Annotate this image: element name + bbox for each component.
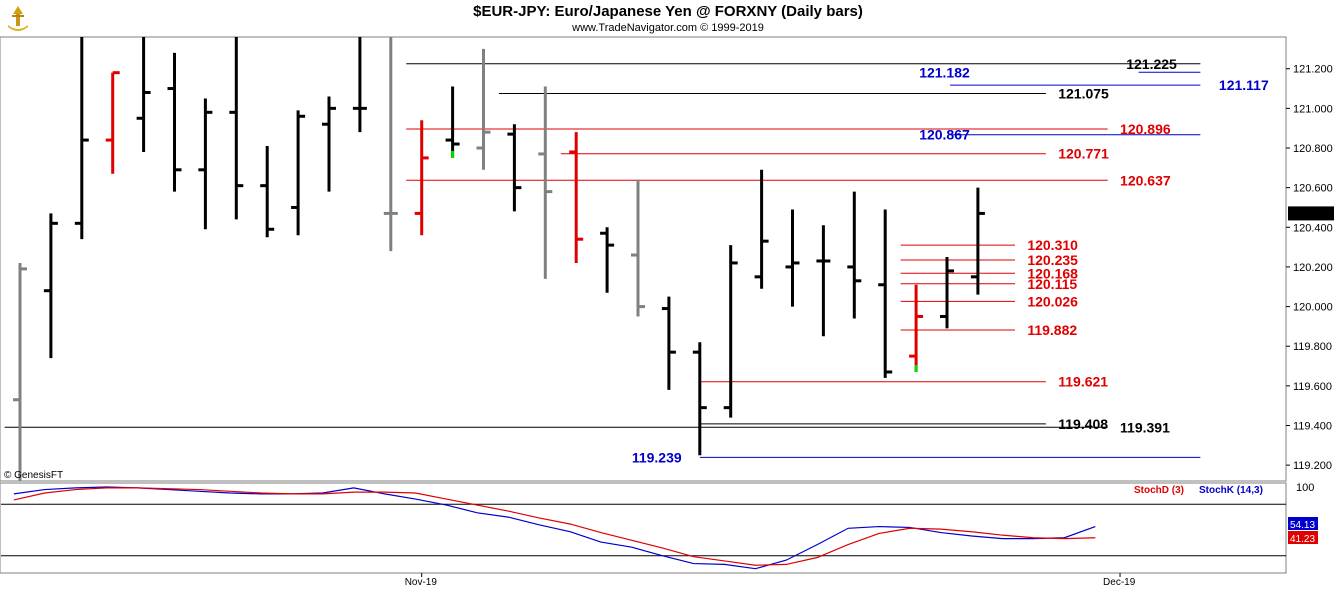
stochastic-axis: 100 54.13 41.23	[1288, 482, 1318, 545]
genesis-copyright: © GenesisFT	[4, 470, 63, 481]
price-tick-label: 120.800	[1293, 143, 1333, 155]
ohlc-bar	[198, 98, 213, 230]
ohlc-bar	[909, 284, 924, 372]
ohlc-bar	[43, 213, 58, 359]
stochastic-last-tag	[1288, 531, 1318, 544]
ohlc-bar	[476, 48, 491, 170]
price-axis: 121.200 121.000 120.800 120.600 120.400 120.2…	[1285, 37, 1334, 481]
chart-subtitle: www.TradeNavigator.com © 1999-2019	[572, 22, 764, 34]
ohlc-bar	[631, 179, 645, 317]
ohlc-bar	[74, 37, 89, 240]
stochastic-lines	[13, 486, 1096, 570]
ohlc-bar	[322, 96, 336, 192]
level-label: 119.239	[632, 449, 682, 465]
ohlc-bar	[940, 257, 954, 329]
level-label: 120.115	[1027, 276, 1077, 292]
ohlc-bar	[878, 209, 893, 378]
stochastic-last-label: 41.23	[1290, 534, 1315, 545]
price-tick-label: 120.200	[1293, 262, 1333, 274]
time-axis: Nov-19 Dec-19	[405, 573, 1136, 588]
stochastic-last-tag	[1288, 517, 1318, 530]
ohlc-bar	[105, 71, 120, 174]
level-label: 120.896	[1120, 121, 1171, 137]
last-price-tag	[1288, 206, 1334, 221]
ohlc-bar	[136, 37, 151, 152]
ohlc-bar	[785, 209, 800, 307]
ohlc-bar	[383, 37, 398, 252]
level-label: 121.075	[1058, 85, 1109, 101]
ohlc-bar	[291, 110, 306, 236]
ohlc-bar	[847, 191, 862, 319]
level-label: 120.637	[1120, 172, 1171, 188]
price-panel	[0, 36, 1287, 482]
price-bars	[13, 37, 985, 481]
level-label: 121.225	[1126, 56, 1177, 72]
ohlc-bar	[13, 262, 27, 481]
ohlc-bar	[816, 225, 831, 337]
level-label: 119.882	[1027, 322, 1077, 338]
stochastic-panel	[0, 482, 1287, 574]
stochastic-tick-label: 100	[1296, 482, 1314, 494]
ohlc-bar	[600, 227, 615, 293]
key-levels: 121.225 121.182 121.117 121.075 120.896 120.8…	[4, 56, 1269, 465]
level-label: 120.235	[1027, 252, 1078, 268]
time-tick-label: Dec-19	[1103, 577, 1136, 588]
price-tick-label: 121.200	[1293, 64, 1333, 76]
level-label: 120.168	[1027, 265, 1078, 281]
chart-title: $EUR-JPY: Euro/Japanese Yen @ FORXNY (Da…	[473, 3, 863, 20]
ohlc-bar	[538, 86, 553, 279]
price-tick-label: 120.400	[1293, 222, 1333, 234]
ohlc-bar	[352, 37, 367, 133]
stochastic-legend: StochD (3) StochK (14,3)	[1134, 485, 1263, 496]
price-tick-label: 119.400	[1293, 421, 1332, 433]
ohlc-bar	[569, 132, 584, 263]
last-price-label: 120.467	[1290, 208, 1330, 220]
stochastic-legend-item: StochD (3)	[1134, 485, 1184, 496]
time-tick-label: Nov-19	[405, 577, 438, 588]
stochastic-bands	[1, 503, 1286, 557]
price-tick-label: 119.600	[1293, 381, 1332, 393]
ohlc-bar	[970, 187, 985, 295]
level-label: 120.026	[1027, 293, 1078, 309]
level-label: 121.117	[1219, 77, 1269, 93]
level-label: 119.621	[1058, 374, 1108, 390]
price-tick-label: 120.600	[1293, 183, 1333, 195]
ohlc-bar	[229, 37, 244, 220]
stochastic-line-d	[13, 487, 1096, 566]
price-tick-label: 121.000	[1293, 103, 1333, 115]
ohlc-bar	[507, 124, 522, 212]
ohlc-bar	[692, 342, 707, 456]
level-label: 120.867	[919, 127, 970, 143]
level-label: 119.391	[1120, 419, 1170, 435]
ohlc-bar	[260, 146, 275, 238]
ohlc-bar	[414, 120, 429, 236]
price-tick-label: 119.800	[1293, 341, 1332, 353]
price-tick-label: 120.000	[1293, 302, 1333, 314]
trade-navigator-logo-icon	[8, 6, 28, 31]
ohlc-bar	[445, 86, 460, 158]
ohlc-bar	[723, 245, 738, 418]
ohlc-bar	[754, 169, 769, 289]
chart-header: $EUR-JPY: Euro/Japanese Yen @ FORXNY (Da…	[0, 0, 1336, 38]
level-label: 120.310	[1027, 237, 1078, 253]
level-label: 120.771	[1058, 146, 1109, 162]
ohlc-bar	[167, 52, 182, 192]
level-label: 119.408	[1058, 416, 1108, 432]
stochastic-legend-item: StochK (14,3)	[1199, 485, 1263, 496]
stochastic-last-label: 54.13	[1290, 520, 1315, 531]
level-label: 121.182	[919, 64, 970, 80]
price-tick-label: 119.200	[1293, 460, 1332, 472]
ohlc-bar	[661, 296, 676, 390]
